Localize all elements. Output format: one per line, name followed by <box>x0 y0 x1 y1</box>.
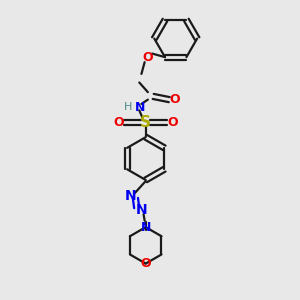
Text: O: O <box>169 93 180 106</box>
Text: O: O <box>142 51 153 64</box>
Text: S: S <box>140 115 151 130</box>
Text: N: N <box>135 100 146 114</box>
Text: O: O <box>114 116 124 129</box>
Text: N: N <box>140 220 151 234</box>
Text: H: H <box>123 102 132 112</box>
Text: N: N <box>125 189 136 203</box>
Text: N: N <box>136 203 147 217</box>
Text: O: O <box>167 116 178 129</box>
Text: O: O <box>140 257 151 270</box>
